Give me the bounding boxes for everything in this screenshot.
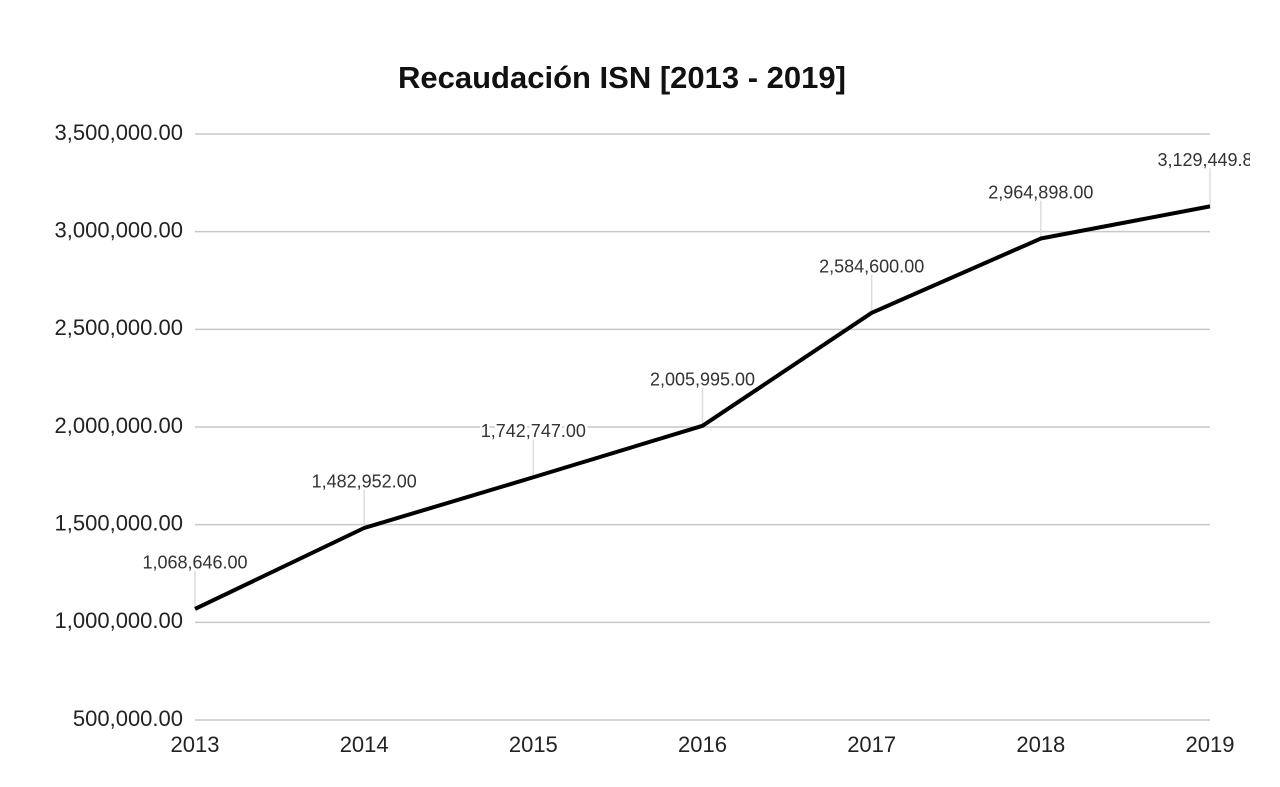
chart-title: Recaudación ISN [2013 - 2019] [398, 60, 846, 95]
x-tick-label: 2019 [1186, 732, 1235, 757]
y-tick-label: 1,500,000.00 [55, 510, 183, 535]
data-label: 3,129,449.80 [1157, 150, 1262, 170]
x-tick-label: 2016 [678, 732, 727, 757]
y-tick-label: 3,000,000.00 [55, 217, 183, 242]
plot [194, 168, 1211, 611]
data-label: 1,742,747.00 [481, 421, 586, 441]
x-tick-label: 2015 [509, 732, 558, 757]
y-tick-label: 1,000,000.00 [55, 608, 183, 633]
y-tick-label: 3,500,000.00 [55, 120, 183, 145]
data-label: 2,964,898.00 [988, 182, 1093, 202]
x-tick-label: 2013 [171, 732, 220, 757]
line [194, 204, 1211, 611]
data-label: 1,068,646.00 [142, 553, 247, 573]
y-tick-label: 500,000.00 [73, 706, 183, 731]
grid: 500,000.00 1,000,000.00 1,500,000.00 2,000,… [55, 120, 1235, 757]
x-tick-label: 2018 [1016, 732, 1065, 757]
data-label: 2,005,995.00 [650, 370, 755, 390]
y-tick-label: 2,000,000.00 [55, 413, 183, 438]
y-tick-label: 2,500,000.00 [55, 315, 183, 340]
x-tick-label: 2017 [847, 732, 896, 757]
x-tick-label: 2014 [340, 732, 389, 757]
data-label: 1,482,952.00 [312, 472, 417, 492]
data-labels: 1,068,646.00 1,482,952.00 1,742,747.00 2,00… [140, 148, 1262, 576]
data-label: 2,584,600.00 [819, 257, 924, 277]
